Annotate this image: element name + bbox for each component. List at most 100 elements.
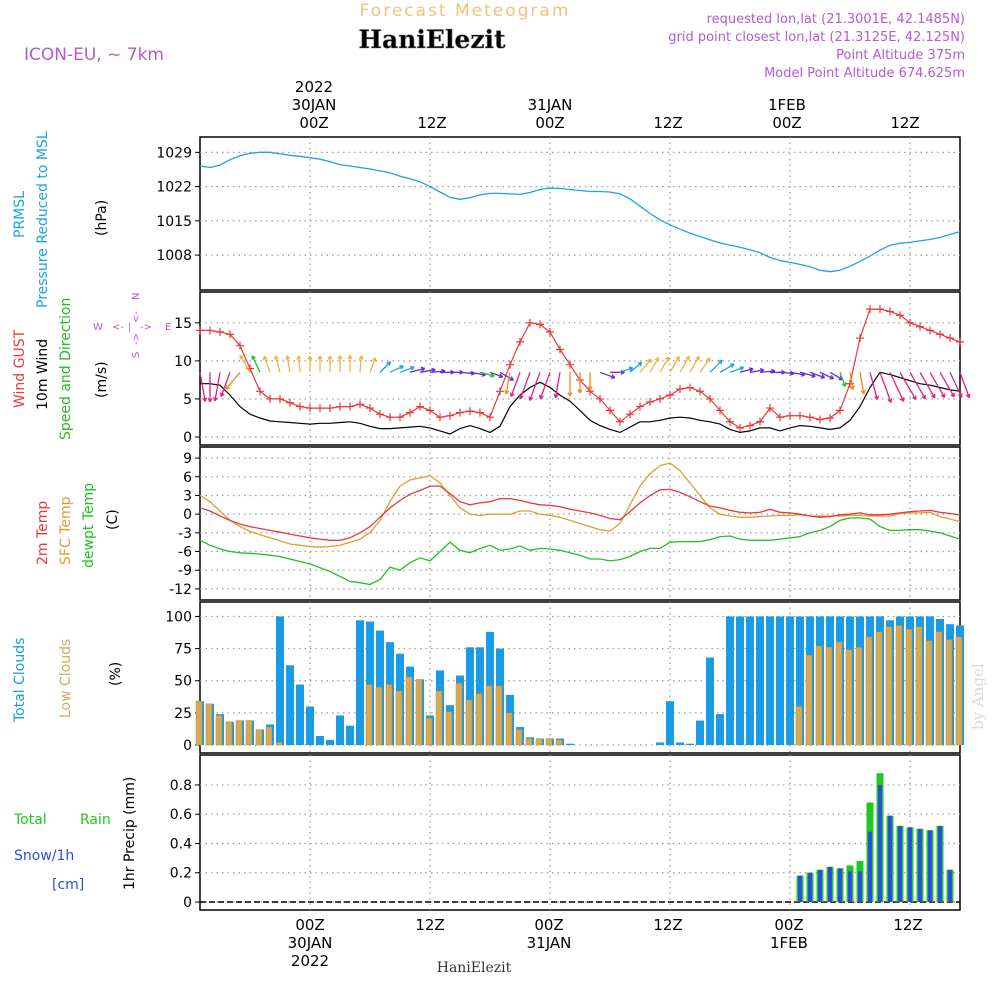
wind-arrow-head xyxy=(739,366,745,371)
bottom-time-axis: 00Z 30JAN 2022 12Z 00Z 31JAN 12Z 00Z 1FE… xyxy=(288,916,923,970)
gust-marker xyxy=(216,327,224,336)
gust-marker xyxy=(536,320,544,329)
gust-marker xyxy=(856,334,864,343)
y-tick-label: 0 xyxy=(183,895,192,911)
wind-direction-arrow xyxy=(699,357,711,373)
gust-marker xyxy=(376,410,384,419)
gust-marker xyxy=(686,383,694,392)
wind-direction-arrow xyxy=(409,367,425,373)
gust-marker xyxy=(726,417,734,426)
y-tick-label: 0.4 xyxy=(170,836,192,852)
gust-marker xyxy=(336,402,344,411)
gust-marker xyxy=(616,417,624,426)
low-clouds-bar xyxy=(525,738,533,746)
wind-arrow-head xyxy=(646,358,652,364)
wind-direction-arrow xyxy=(220,372,231,397)
gust-marker xyxy=(866,305,874,314)
gust-marker xyxy=(366,404,374,413)
compass-s: S xyxy=(131,352,142,358)
wind-arrow-head xyxy=(577,389,583,394)
low-clouds-bar xyxy=(455,683,463,746)
gust-marker xyxy=(556,345,564,354)
wind-direction-arrow xyxy=(839,372,846,387)
snow-bar xyxy=(848,871,852,902)
gust-marker xyxy=(296,402,304,411)
snow-bar xyxy=(938,825,942,902)
wind-arrow-head xyxy=(637,361,643,367)
wind-arrow-head xyxy=(347,354,353,360)
y-tick-label: 15 xyxy=(174,316,192,332)
gust-marker xyxy=(896,311,904,320)
temp2m-line xyxy=(199,485,961,541)
plot-panels: 1008101510221029051015-12-9-6-3036902550… xyxy=(156,136,971,911)
gust-marker xyxy=(266,394,274,403)
wind-direction-arrow xyxy=(239,355,251,373)
y-tick-label: -9 xyxy=(178,563,192,579)
wind-direction-arrow xyxy=(849,372,854,390)
wind-direction-arrow xyxy=(297,355,301,373)
wind-direction-arrow xyxy=(459,371,475,375)
wind-direction-arrow xyxy=(789,371,805,376)
precip-panel-labels: Total Rain Snow/1h [cm] 1hr Precip (mm) xyxy=(13,777,138,893)
low-clouds-bar xyxy=(495,685,503,746)
gust-marker xyxy=(256,387,264,396)
gust-marker xyxy=(796,411,804,420)
wind-arrow-head xyxy=(887,398,893,403)
wind-direction-arrow xyxy=(499,371,514,381)
snow-label: Snow/1h xyxy=(14,848,74,864)
gust-marker xyxy=(716,406,724,415)
gust-marker xyxy=(636,402,644,411)
bottom-date-31jan: 31JAN xyxy=(527,934,572,952)
wind-arrow-head xyxy=(239,354,245,360)
gust-marker xyxy=(816,415,824,424)
compass-e-arrow: -> xyxy=(140,322,152,333)
wind-direction-arrow xyxy=(379,361,391,373)
wind-arrow-head xyxy=(965,393,971,399)
snow-bar xyxy=(818,869,822,902)
wind-arrow-head xyxy=(587,385,593,391)
wind-arrow-head xyxy=(950,392,955,398)
low-clouds-bar xyxy=(535,738,543,746)
total-clouds-bar xyxy=(696,720,704,745)
gust-marker xyxy=(326,404,334,413)
low-clouds-bar xyxy=(865,636,873,746)
y-tick-label: 100 xyxy=(165,609,192,625)
gust-marker xyxy=(426,406,434,415)
sfc-temp-line xyxy=(199,462,961,548)
wind-direction-arrow xyxy=(919,371,936,399)
gust-marker xyxy=(956,337,964,346)
gust-marker xyxy=(906,318,914,327)
wind-arrow-head xyxy=(654,357,660,362)
bottom-tick-00z-1: 00Z xyxy=(295,916,324,934)
low-clouds-bar xyxy=(505,712,513,746)
wind-arrow-head xyxy=(811,373,816,378)
low-clouds-bar xyxy=(485,685,493,746)
wind-arrow-head xyxy=(730,363,735,368)
snow-bar xyxy=(928,830,932,902)
wind-direction-arrow xyxy=(719,363,735,373)
snow-bar xyxy=(898,825,902,902)
wind-direction-arrow xyxy=(286,355,291,373)
low-clouds-bar xyxy=(795,706,803,746)
wind-arrow-head xyxy=(695,355,700,361)
low-clouds-bar xyxy=(425,717,433,746)
top-tick-12z-2: 12Z xyxy=(653,114,682,132)
y-tick-label: 0.8 xyxy=(170,778,192,794)
y-tick-label: 1029 xyxy=(156,145,192,161)
wind-direction-arrow xyxy=(519,372,531,400)
gust-marker xyxy=(346,402,354,411)
total-clouds-bar xyxy=(566,743,574,745)
top-tick-12z-1: 12Z xyxy=(417,114,446,132)
wind-arrow-head xyxy=(528,396,534,401)
wind-arrow-head xyxy=(225,385,230,390)
snow-bar xyxy=(858,871,862,902)
wind-speed-line xyxy=(200,371,961,435)
gust-marker xyxy=(776,413,784,422)
low-clouds-bar xyxy=(375,686,383,746)
gust-marker xyxy=(886,307,894,316)
wind-arrow-head xyxy=(399,365,404,370)
low-clouds-bar xyxy=(555,739,563,746)
total-clouds-bar xyxy=(316,736,324,745)
y-tick-label: 0.2 xyxy=(170,866,192,882)
